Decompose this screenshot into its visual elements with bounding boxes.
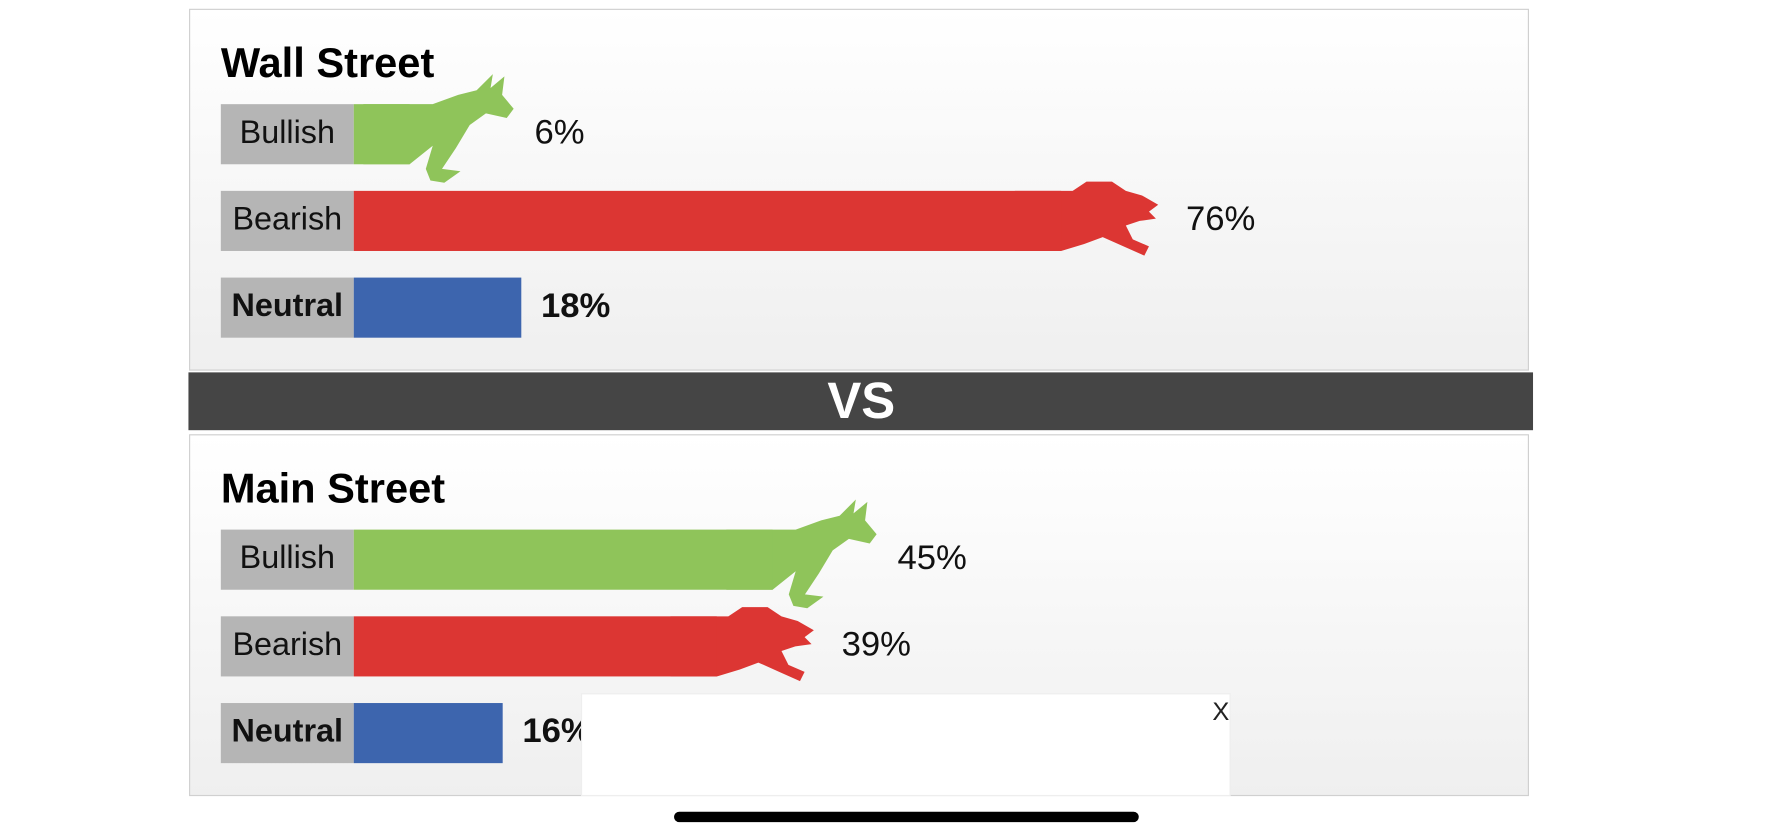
value-label: 45% bbox=[897, 539, 966, 577]
bar bbox=[353, 277, 522, 338]
category-box bbox=[220, 616, 354, 677]
category-label: Neutral bbox=[232, 713, 343, 749]
divider-bar bbox=[188, 372, 1534, 431]
value-label: 76% bbox=[1186, 200, 1255, 238]
chart-title: Wall Street bbox=[221, 39, 435, 86]
category-label: Bearish bbox=[232, 626, 342, 662]
home-indicator bbox=[674, 811, 1139, 823]
category-label: Neutral bbox=[232, 287, 343, 323]
value-label: 6% bbox=[534, 113, 584, 151]
category-box bbox=[220, 703, 354, 764]
bar bbox=[353, 529, 773, 590]
bar bbox=[353, 703, 503, 764]
charts: Wall Street Bullish 6% Bearish 76% Neutral 18%… bbox=[220, 39, 1255, 764]
ad-popup bbox=[580, 693, 1231, 797]
chart-title: Main Street bbox=[221, 464, 445, 511]
bar bbox=[353, 104, 410, 165]
category-box bbox=[220, 104, 354, 165]
value-label: 39% bbox=[842, 626, 911, 664]
bar bbox=[353, 616, 717, 677]
bar bbox=[353, 190, 1062, 251]
category-box bbox=[220, 529, 354, 590]
close-button[interactable]: X bbox=[1212, 698, 1229, 726]
category-box bbox=[220, 190, 354, 251]
value-label: 16% bbox=[522, 712, 591, 750]
category-label: Bullish bbox=[240, 539, 335, 575]
category-label: Bearish bbox=[232, 200, 342, 236]
divider-text: VS bbox=[827, 372, 895, 429]
value-label: 18% bbox=[541, 287, 610, 325]
category-box bbox=[220, 277, 354, 338]
category-label: Bullish bbox=[240, 114, 335, 150]
